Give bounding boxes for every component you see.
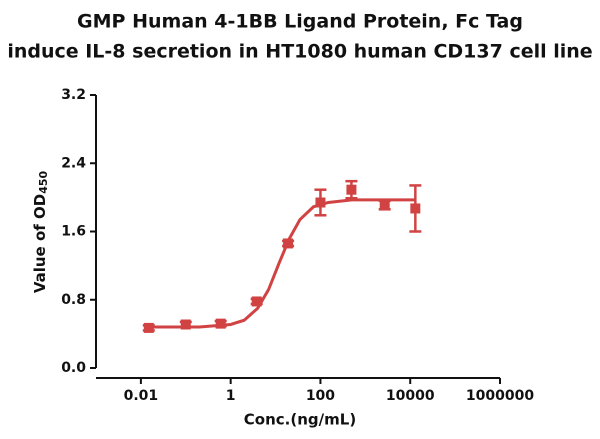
x-tick-label: 1: [226, 388, 236, 404]
data-point: [346, 184, 357, 195]
fit-curve: [148, 198, 416, 329]
y-axis-title: Value of OD450: [31, 170, 51, 293]
y-axis-title-text: Value of OD: [31, 194, 49, 293]
x-axis-title: Conc.(ng/mL): [244, 411, 356, 429]
chart-title: GMP Human 4-1BB Ligand Protein, Fc Tag: [77, 11, 523, 33]
chart-title: induce IL-8 secretion in HT1080 human CD…: [7, 41, 592, 63]
data-point: [251, 296, 262, 307]
y-tick-label: 3.2: [61, 87, 86, 103]
data-point: [143, 322, 154, 333]
y-axis-title-subscript: 450: [37, 170, 50, 193]
y-tick-label: 0.0: [61, 360, 86, 376]
y-tick-label: 2.4: [61, 155, 86, 171]
y-tick-label: 1.6: [61, 224, 86, 240]
x-tick-label: 100: [306, 388, 335, 404]
x-tick-label: 1000000: [466, 388, 534, 404]
data-point: [315, 197, 326, 208]
data-point: [410, 203, 421, 214]
data-point: [180, 319, 191, 330]
data-point: [215, 318, 226, 329]
data-point: [283, 238, 294, 249]
x-tick-label: 0.01: [124, 388, 159, 404]
x-tick-label: 10000: [386, 388, 435, 404]
data-point: [379, 200, 390, 211]
y-tick-label: 0.8: [61, 292, 86, 308]
